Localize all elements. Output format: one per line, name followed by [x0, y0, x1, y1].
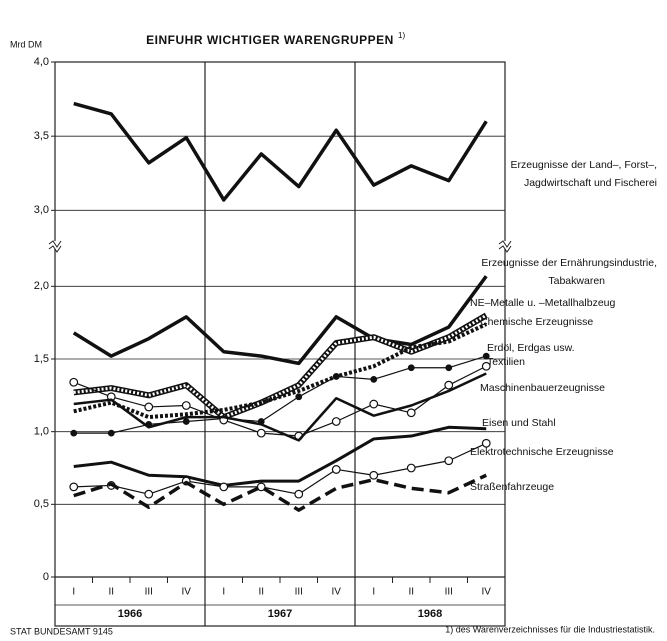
series-label: Straßenfahrzeuge	[470, 481, 554, 493]
plot-frame	[54, 61, 506, 627]
point	[407, 364, 415, 372]
x-tick-label: I	[222, 587, 225, 598]
point	[331, 465, 341, 474]
series-line	[73, 442, 487, 495]
x-tick-label: II	[408, 587, 414, 598]
series-label: Jagdwirtschaft und Fischerei	[524, 177, 657, 189]
series-label: NE–Metalle u. –Metallhalbzeug	[470, 297, 615, 309]
x-tick-label: II	[258, 587, 264, 598]
point	[144, 402, 154, 412]
series-label: Eisen und Stahl	[482, 417, 556, 429]
point	[370, 375, 378, 383]
series-line	[73, 372, 487, 442]
point	[182, 418, 190, 425]
x-tick-label: III	[145, 587, 153, 598]
point	[331, 417, 341, 426]
x-tick-label: II	[108, 587, 114, 598]
series-label: Elektrotechnische Erzeugnisse	[470, 446, 614, 458]
y-tick-label: 1,5	[34, 353, 49, 365]
y-tick-label: 0,5	[34, 498, 49, 510]
point	[406, 408, 416, 418]
axis-break-gap	[499, 241, 511, 249]
x-tick-label: I	[72, 587, 75, 598]
point	[444, 380, 454, 390]
axis-break	[48, 240, 62, 248]
point	[482, 352, 490, 360]
year-label: 1966	[118, 608, 142, 620]
x-tick-label: III	[295, 587, 303, 598]
point	[369, 399, 379, 409]
series-label: Erzeugnisse der Land–, Forst–,	[511, 159, 658, 171]
x-tick-label: IV	[182, 587, 192, 598]
series-line	[72, 275, 488, 366]
point	[181, 401, 191, 410]
point	[445, 364, 453, 372]
y-tick-label: 1,0	[34, 426, 49, 438]
series-line-hatch	[73, 314, 488, 419]
y-tick-label: 3,5	[34, 130, 49, 142]
series-label: Chemische Erzeugnisse	[480, 316, 593, 328]
series-line	[73, 365, 487, 437]
point	[444, 456, 454, 466]
year-label: 1968	[418, 608, 442, 620]
point	[406, 463, 416, 473]
point	[294, 489, 304, 499]
series-label: Erzeugnisse der Ernährungsindustrie,	[481, 257, 657, 269]
series-label: Textilien	[487, 356, 525, 368]
chart-title: EINFUHR WICHTIGER WARENGRUPPEN	[146, 33, 394, 47]
x-tick-label: IV	[482, 587, 492, 598]
year-label: 1967	[268, 608, 292, 620]
source: STAT BUNDESAMT 9145	[10, 626, 113, 636]
x-tick-label: III	[445, 587, 453, 598]
point	[107, 429, 115, 437]
series-line	[73, 425, 487, 487]
title-note: 1)	[398, 31, 405, 40]
point	[369, 470, 379, 480]
series-label: Maschinenbauerzeugnisse	[480, 382, 605, 394]
point	[481, 361, 491, 371]
series-line	[73, 312, 488, 421]
point	[481, 438, 491, 448]
x-tick-label: IV	[332, 587, 342, 598]
series-line	[73, 473, 487, 512]
y-tick-label: 3,0	[34, 204, 49, 216]
y-tick-label: 4,0	[34, 56, 49, 68]
point	[332, 373, 340, 380]
axis-break-gap	[49, 241, 61, 249]
point	[219, 482, 229, 492]
axis-break	[498, 240, 512, 248]
y-tick-label: 0	[43, 571, 49, 583]
y-axis-label: Mrd DM	[10, 39, 42, 49]
series-label: Tabakwaren	[548, 275, 605, 287]
point	[69, 482, 79, 492]
axis-break	[48, 245, 62, 253]
series-line	[73, 101, 488, 202]
footnote: 1) des Warenverzeichnisses für die Indus…	[445, 624, 655, 634]
point	[256, 428, 266, 438]
x-tick-label: I	[372, 587, 375, 598]
y-tick-label: 2,0	[34, 280, 49, 292]
axis-break	[498, 245, 512, 253]
point	[70, 429, 78, 437]
series-label: Erdöl, Erdgas usw.	[487, 342, 575, 354]
point	[69, 377, 79, 387]
series-line	[73, 355, 487, 434]
series-line	[73, 322, 488, 420]
point	[144, 489, 154, 499]
point	[295, 393, 303, 401]
